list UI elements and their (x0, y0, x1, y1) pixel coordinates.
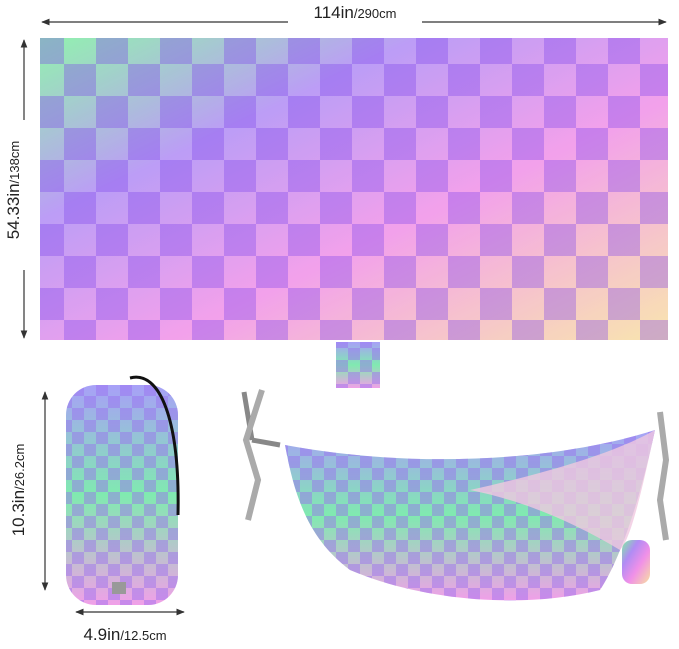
strap-left-loop (242, 389, 265, 521)
blanket-checks (40, 38, 668, 340)
width-label: 114in/290cm (314, 3, 397, 22)
bag-width-label: 4.9in/12.5cm (83, 625, 166, 644)
bag-height-label: 10.3in/26.2cm (9, 444, 28, 537)
label-bg (288, 2, 422, 24)
dim-sub: /12.5cm (120, 628, 166, 643)
dim-sub: /138cm (7, 141, 22, 184)
dim-sub: /290cm (354, 6, 397, 21)
strap-right (656, 411, 670, 541)
dim-sub: /26.2cm (12, 444, 27, 490)
pouch-checks (336, 342, 380, 388)
height-label: 54.33in/138cm (4, 141, 23, 239)
hammock-pouch (622, 540, 650, 584)
tag (112, 582, 126, 594)
dim-main: 4.9in (83, 625, 120, 644)
dim-main: 114in (314, 3, 354, 22)
label-bg (6, 120, 32, 270)
drawstring (129, 375, 180, 516)
hammock-inner (470, 430, 655, 550)
dim-main: 10.3in (9, 490, 28, 536)
stuff-bag-checks (66, 385, 178, 605)
dim-main: 54.33in (4, 183, 23, 239)
